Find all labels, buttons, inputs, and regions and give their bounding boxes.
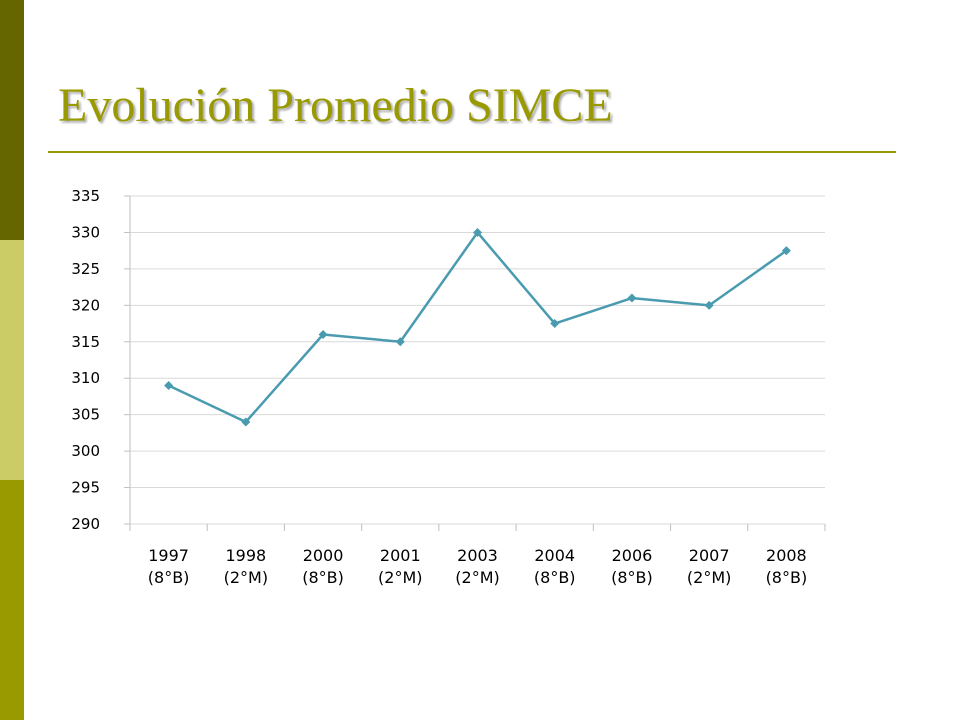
x-tick-label: 1998: [225, 546, 266, 565]
x-tick-label: 2004: [534, 546, 575, 565]
x-tick-label: 2006: [612, 546, 653, 565]
series-line: [168, 231, 788, 424]
y-tick-label: 310: [71, 369, 100, 387]
data-point: [473, 227, 482, 237]
slide-title: Evolución Promedio SIMCE: [58, 79, 613, 132]
data-point: [395, 337, 405, 347]
sidebar-band-light: [0, 240, 24, 480]
x-tick-label: (8°B): [611, 568, 653, 587]
x-tick-label: 2000: [303, 546, 344, 565]
data-point: [627, 293, 637, 303]
x-tick-label: (2°M): [687, 568, 731, 587]
y-tick-label: 315: [71, 333, 100, 351]
data-point: [164, 381, 174, 391]
x-tick-label: 2007: [689, 546, 730, 565]
x-tick-label: 1997: [148, 546, 189, 565]
x-tick-label: (2°M): [455, 568, 499, 587]
data-point: [704, 300, 714, 310]
x-tick-label: (2°M): [224, 568, 268, 587]
y-tick-label: 300: [71, 442, 100, 460]
x-tick-label: (8°B): [534, 568, 576, 587]
data-point: [781, 246, 791, 256]
x-tick-label: 2001: [380, 546, 421, 565]
x-tick-label: 2008: [766, 546, 807, 565]
x-tick-label: (8°B): [302, 568, 344, 587]
y-tick-label: 320: [71, 296, 100, 314]
x-tick-label: 2003: [457, 546, 498, 565]
y-tick-label: 335: [71, 187, 100, 205]
y-tick-label: 295: [71, 479, 100, 497]
x-tick-label: (8°B): [766, 568, 808, 587]
data-point: [550, 319, 560, 329]
decorative-sidebar: [0, 0, 24, 720]
x-tick-label: (2°M): [378, 568, 422, 587]
y-tick-label: 290: [71, 515, 100, 533]
data-point: [241, 417, 251, 427]
x-tick-label: (8°B): [148, 568, 190, 587]
y-tick-label: 325: [71, 260, 100, 278]
y-tick-label: 305: [71, 406, 100, 424]
data-point: [318, 329, 328, 339]
title-divider: [48, 151, 896, 153]
sidebar-band-mid: [0, 480, 24, 720]
sidebar-band-dark: [0, 0, 24, 240]
y-tick-label: 330: [71, 223, 100, 241]
